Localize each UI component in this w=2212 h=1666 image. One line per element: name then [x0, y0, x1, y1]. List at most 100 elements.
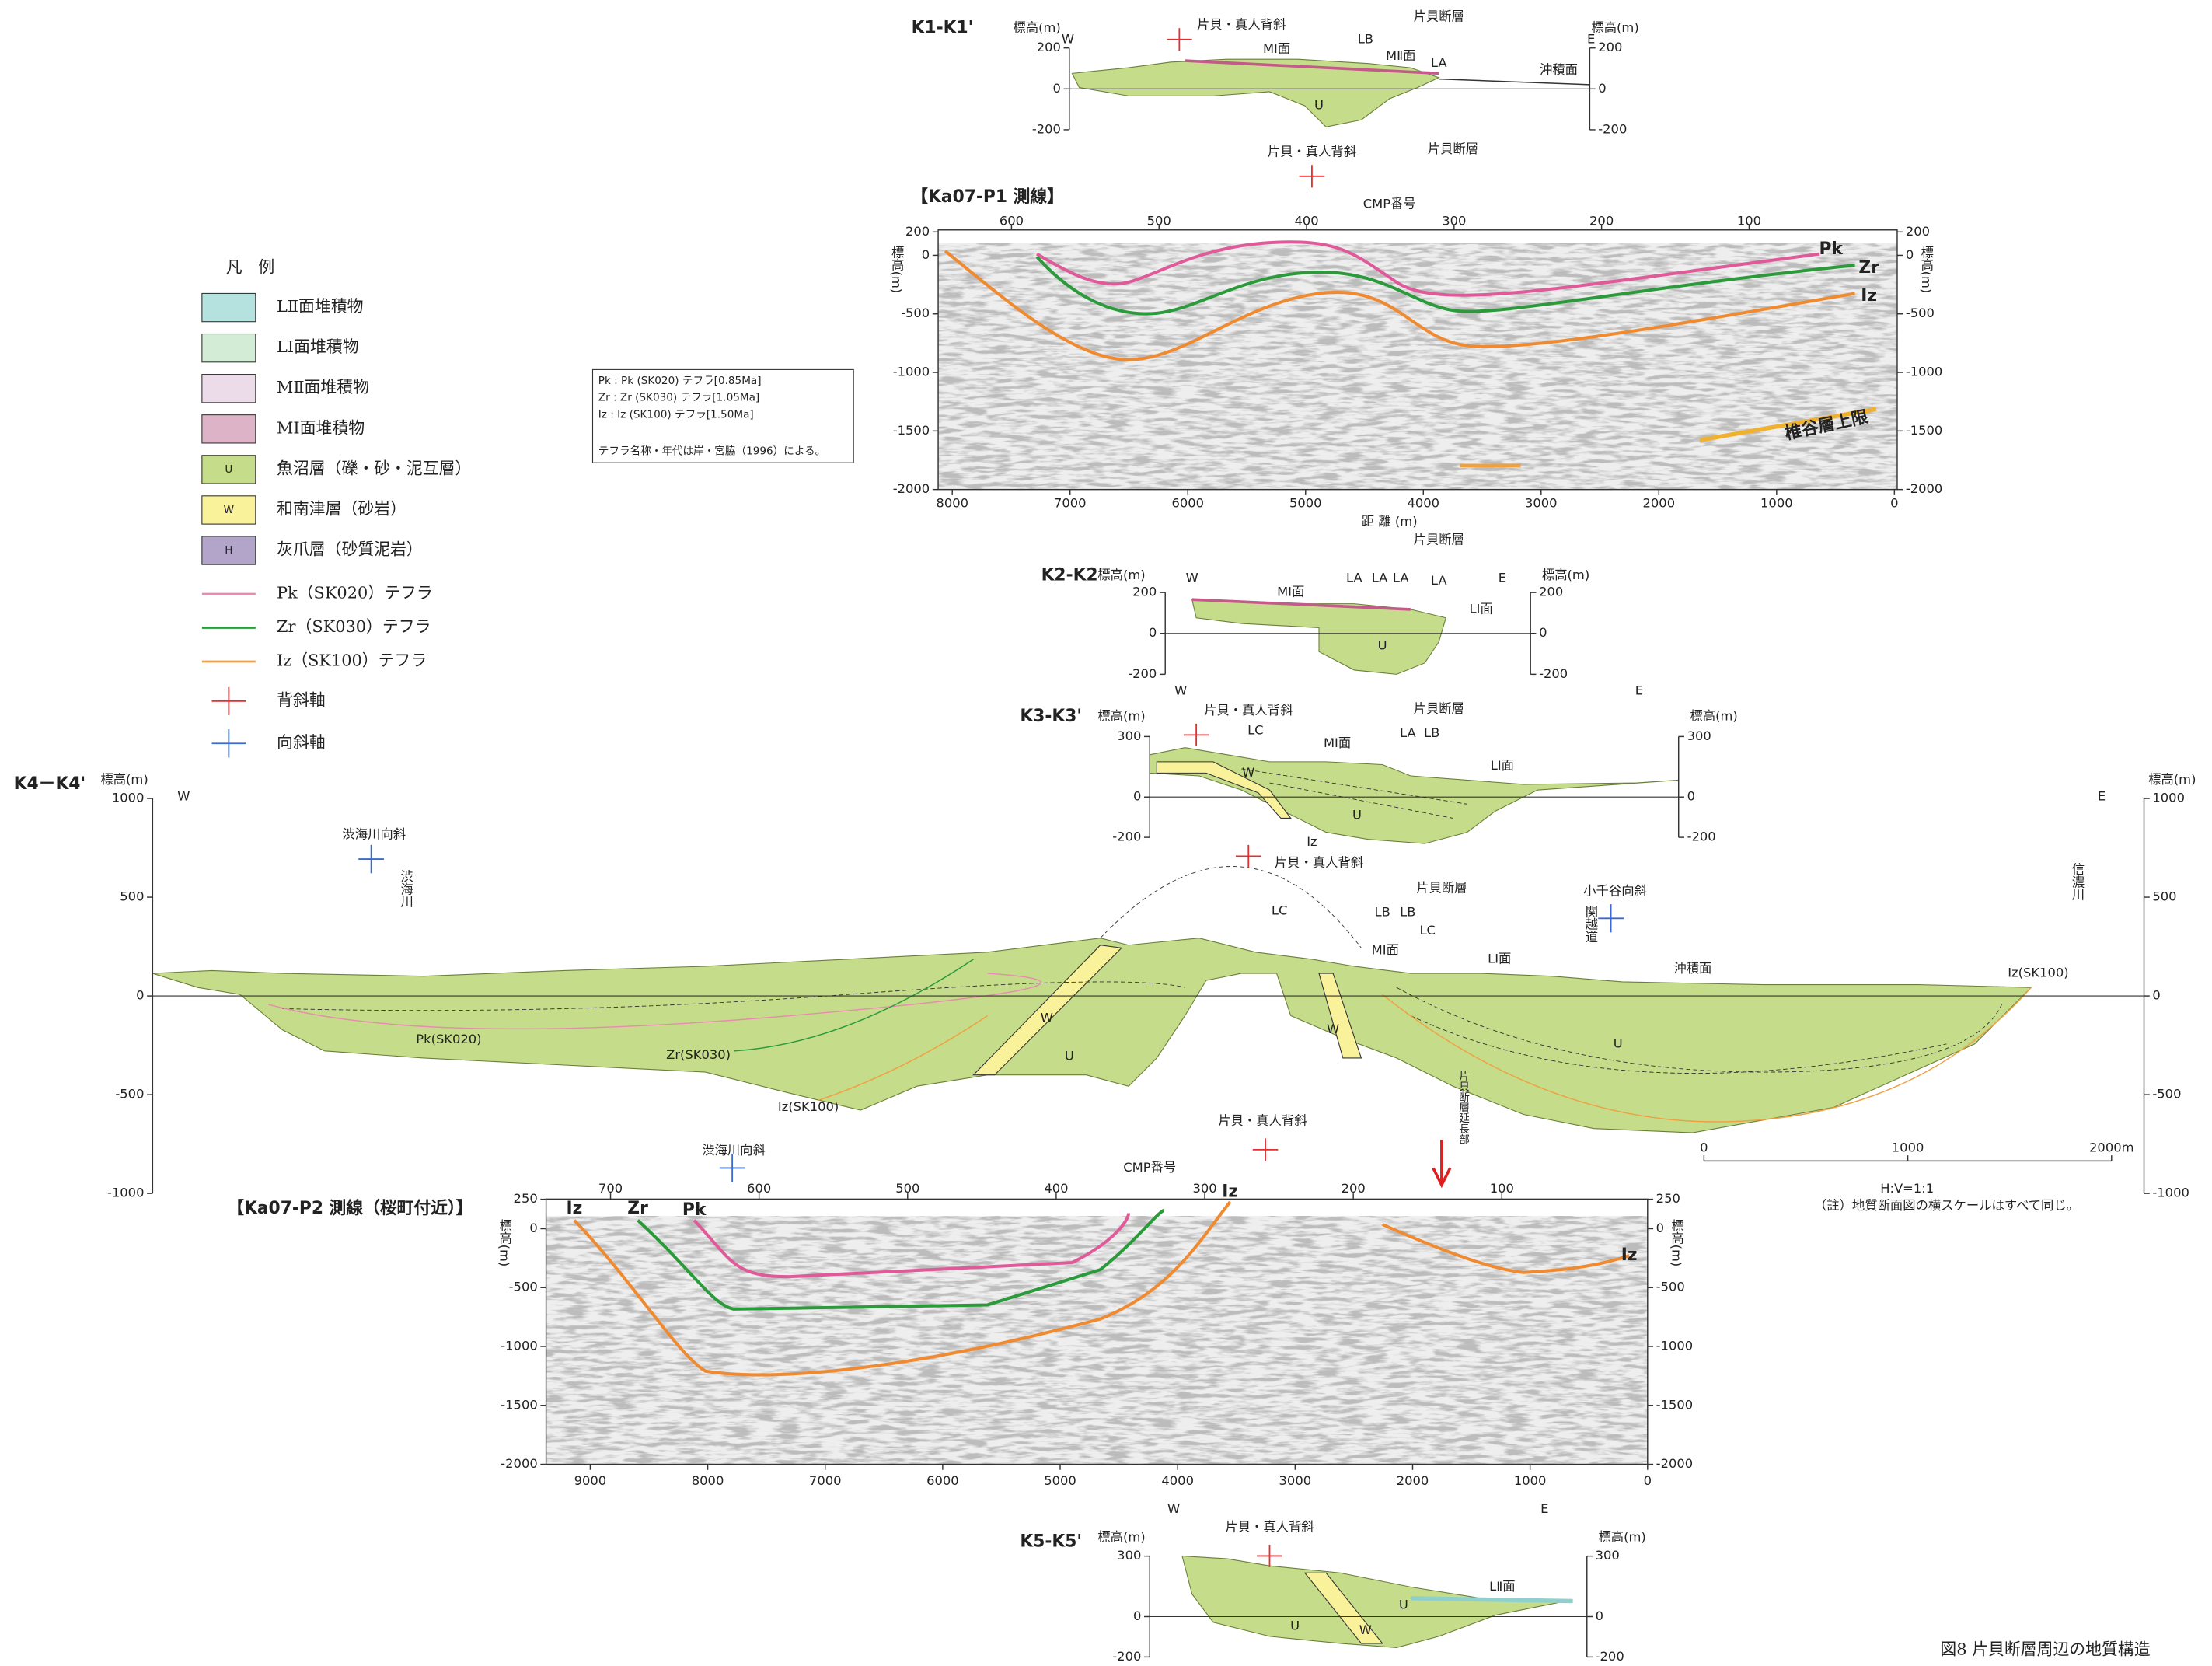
- cmp-tick-label: 700: [598, 1181, 623, 1196]
- y-tick-label: -2000: [501, 1456, 537, 1471]
- x-tick-label: 3000: [1279, 1473, 1312, 1488]
- y-tick-label: 300: [1687, 728, 1711, 743]
- note-line: テフラ名称・年代は岸・宮脇（1996）による。: [598, 445, 825, 458]
- y-tick-label: 0: [1133, 789, 1141, 804]
- annotation: 片貝断層延長部: [1457, 1071, 1470, 1145]
- legend-label: MⅡ面堆積物: [277, 378, 369, 396]
- x-tick-label: 0: [1644, 1473, 1652, 1488]
- y-tick-label: 0: [1053, 81, 1061, 96]
- axis-label: 標高(m): [1013, 20, 1060, 35]
- legend-symbol: [212, 687, 246, 715]
- axis-label: 距 離 (m): [1362, 514, 1418, 529]
- section-title: K2-K2': [1041, 565, 1104, 585]
- axis-label: 標高(m): [2148, 772, 2196, 787]
- annotation: U: [1614, 1036, 1623, 1050]
- y-tick-label: -200: [1128, 666, 1157, 681]
- anticline-symbol: [1184, 724, 1209, 746]
- y-tick-label: -2000: [1906, 481, 1942, 496]
- legend-label: 魚沼層（礫・砂・泥互層）: [277, 459, 471, 477]
- annotation: 渋海川: [399, 870, 413, 908]
- syncline-symbol: [1598, 904, 1624, 932]
- cmp-tick-label: 400: [1044, 1181, 1068, 1196]
- legend-swatch: [202, 334, 256, 362]
- y-tick-label: 0: [1906, 247, 1914, 262]
- y-tick-label: -1500: [893, 423, 930, 438]
- annotation: LB: [1358, 31, 1373, 46]
- y-tick-label: 0: [1133, 1608, 1141, 1623]
- horizon-label: Iz: [1861, 286, 1877, 306]
- annotation: 渋海川向斜: [342, 827, 406, 842]
- y-tick-label: 250: [514, 1191, 538, 1206]
- annotation: W: [1359, 1622, 1372, 1637]
- section-title: K5-K5': [1020, 1532, 1082, 1551]
- anticline-symbol: [1236, 845, 1261, 868]
- direction: E: [1499, 570, 1506, 585]
- legend-label: MⅠ面堆積物: [277, 418, 365, 437]
- y-tick-label: -1000: [107, 1186, 144, 1200]
- annotation: Iz: [1307, 834, 1317, 849]
- x-tick-label: 8000: [692, 1473, 724, 1488]
- y-tick-label: -500: [509, 1280, 538, 1294]
- note-line: Zr : Zr (SK030) テフラ[1.05Ma]: [598, 392, 759, 404]
- y-tick-label: 0: [136, 988, 144, 1003]
- y-tick-label: 1000: [2152, 791, 2185, 805]
- annotation: 渋海川向斜: [702, 1143, 766, 1158]
- annotation: LC: [1272, 903, 1288, 918]
- annotation: 沖積面: [1540, 62, 1578, 77]
- y-tick-label: -200: [1596, 1649, 1624, 1664]
- y-tick-label: 200: [1132, 585, 1157, 599]
- cmp-tick-label: 200: [1589, 213, 1614, 228]
- annotation: 片貝断層: [1416, 881, 1467, 896]
- anticline-symbol: [1300, 165, 1325, 187]
- y-tick-label: 0: [1149, 625, 1157, 640]
- cmp-tick-label: 100: [1737, 213, 1761, 228]
- horizon-label: Iz: [1222, 1182, 1238, 1201]
- swatch-letter: W: [224, 504, 234, 516]
- scale-label: 1000: [1892, 1140, 1924, 1155]
- direction: W: [1186, 570, 1198, 585]
- annotation: LⅠ面: [1488, 951, 1511, 966]
- y-tick-label: -200: [1539, 666, 1568, 681]
- fault-arrow: [1433, 1140, 1450, 1185]
- y-tick-label: 500: [2152, 889, 2176, 904]
- direction: W: [177, 789, 190, 804]
- annotation: MⅠ面: [1372, 943, 1399, 958]
- section-title: 【Ka07-P2 測線（桜町付近）】: [227, 1198, 473, 1218]
- x-tick-label: 7000: [809, 1473, 842, 1488]
- annotation: Zr(SK030): [666, 1047, 731, 1062]
- direction: E: [1587, 31, 1595, 46]
- cmp-tick-label: 300: [1192, 1181, 1216, 1196]
- x-tick-label: 6000: [926, 1473, 959, 1488]
- annotation: U: [1065, 1049, 1074, 1064]
- y-tick-label: 0: [1598, 81, 1606, 96]
- note-line: Pk : Pk (SK020) テフラ[0.85Ma]: [598, 375, 762, 387]
- annotation: U: [1290, 1619, 1300, 1633]
- x-tick-label: 2000: [1397, 1473, 1429, 1488]
- axis-label: 標高(m): [100, 772, 148, 787]
- note-line: Iz : Iz (SK100) テフラ[1.50Ma]: [598, 408, 754, 421]
- annotation: LⅠ面: [1491, 758, 1514, 773]
- annotation: 片貝・真人背斜: [1218, 1113, 1307, 1128]
- x-tick-label: 4000: [1161, 1473, 1194, 1488]
- annotation: 片貝・真人背斜: [1275, 855, 1363, 870]
- syncline-symbol: [720, 1154, 745, 1182]
- direction: E: [2098, 789, 2106, 804]
- legend-label: 灰爪層（砂質泥岩）: [277, 540, 423, 559]
- horizon-label: Pk: [1819, 239, 1843, 259]
- legend-title: 凡 例: [226, 257, 275, 276]
- y-tick-label: 200: [1598, 40, 1622, 54]
- swatch-letter: H: [225, 544, 232, 557]
- y-tick-label: -1000: [2152, 1186, 2189, 1200]
- y-tick-label: 300: [1117, 728, 1141, 743]
- section-title: K3-K3': [1020, 707, 1082, 726]
- legend-label: LⅡ面堆積物: [277, 297, 363, 316]
- annotation: 片貝・真人背斜: [1268, 144, 1356, 159]
- anticline-symbol: [1257, 1545, 1282, 1567]
- y-tick-label: 200: [1906, 224, 1930, 239]
- x-tick-label: 6000: [1171, 495, 1204, 510]
- y-tick-label: 300: [1596, 1548, 1620, 1563]
- y-tick-label: -2000: [893, 481, 930, 496]
- legend-label: 背斜軸: [277, 690, 326, 709]
- cmp-tick-label: 600: [747, 1181, 771, 1196]
- y-tick-label: -200: [1112, 830, 1141, 844]
